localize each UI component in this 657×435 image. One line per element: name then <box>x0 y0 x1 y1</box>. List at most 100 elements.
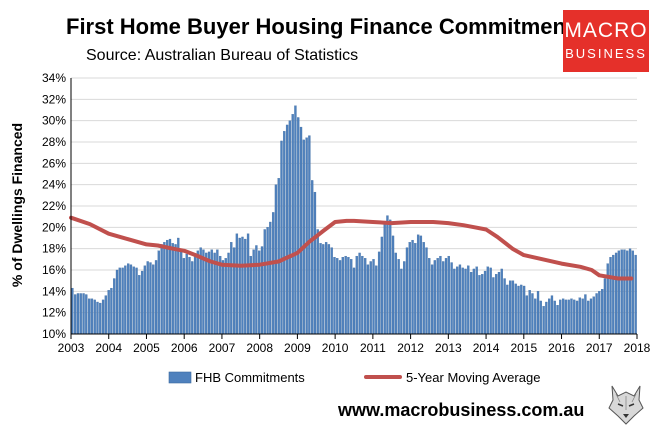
bar <box>584 294 587 335</box>
bar <box>564 299 568 335</box>
bar <box>428 258 431 335</box>
bar <box>99 302 102 335</box>
bar <box>244 238 247 335</box>
bar <box>495 274 498 335</box>
x-tick-label: 2010 <box>322 341 349 355</box>
bar <box>553 300 556 335</box>
bar <box>121 267 124 335</box>
bar <box>160 244 163 335</box>
bar <box>626 250 629 335</box>
bar <box>414 243 417 335</box>
bar <box>182 258 186 335</box>
bar <box>570 298 573 335</box>
bar <box>475 266 478 335</box>
legend-swatch-bars <box>168 371 192 384</box>
line-series-moving-average <box>69 215 634 281</box>
bar <box>486 266 489 335</box>
bar <box>171 243 174 335</box>
bar <box>302 139 305 335</box>
bar <box>280 140 283 335</box>
bar <box>238 237 241 335</box>
bar <box>536 291 540 335</box>
y-tick-label: 14% <box>42 284 66 298</box>
bar <box>283 131 286 335</box>
bar <box>271 212 275 335</box>
wolf-mascot-icon <box>608 385 644 425</box>
legend-label-moving-average: 5-Year Moving Average <box>406 370 540 385</box>
bar <box>82 293 85 335</box>
bar <box>430 264 434 335</box>
bar <box>199 247 202 335</box>
bar <box>177 237 180 335</box>
x-tick-label: 2008 <box>246 341 273 355</box>
bar <box>444 258 448 335</box>
bar <box>394 252 397 335</box>
bar <box>405 247 409 335</box>
bar <box>277 178 280 335</box>
y-tick-label: 22% <box>42 199 66 213</box>
bar <box>311 180 314 335</box>
legend-item-fhb: FHB Commitments <box>168 370 305 385</box>
x-tick-label: 2017 <box>586 341 613 355</box>
logo-line2: BUSINESS <box>565 46 647 61</box>
bar <box>483 270 487 335</box>
bar <box>631 250 634 335</box>
bar <box>433 260 437 335</box>
bar <box>595 293 598 335</box>
bar <box>107 290 110 335</box>
bar <box>313 191 317 335</box>
bar <box>383 221 386 335</box>
bar <box>478 275 481 335</box>
bar <box>416 234 420 335</box>
bar <box>260 246 264 335</box>
x-tick-label: 2011 <box>360 341 386 355</box>
bar <box>634 254 637 335</box>
bar <box>363 258 367 335</box>
x-tick-labels: 2003 2004 2005 2006 2007 2008 2009 2010 2011 2012… <box>58 341 651 355</box>
bar <box>464 268 467 335</box>
legend-label-fhb: FHB Commitments <box>195 370 305 385</box>
bar <box>118 267 121 335</box>
y-tick-label: 24% <box>42 178 66 192</box>
bar <box>308 135 311 335</box>
bar <box>330 247 333 335</box>
bar <box>517 285 520 335</box>
bar <box>436 258 439 335</box>
bar <box>534 298 537 335</box>
x-tick-label: 2018 <box>624 341 651 355</box>
bar <box>252 249 255 335</box>
y-tick-label: 16% <box>42 263 66 277</box>
bar <box>567 299 570 335</box>
bar <box>400 268 403 335</box>
bar <box>219 255 222 335</box>
bar <box>456 266 459 335</box>
bar <box>299 126 303 335</box>
bar <box>453 268 456 335</box>
y-tick-labels: 10% 12% 14% 16% 18% 20% 22% 24% 26% 28% 30% 32% 34% <box>42 71 66 341</box>
y-tick-label: 32% <box>42 92 66 106</box>
bar <box>600 289 604 335</box>
bar <box>110 287 113 335</box>
bar <box>469 271 473 335</box>
bar <box>79 293 82 335</box>
y-tick-label: 10% <box>42 327 66 341</box>
bar <box>269 221 272 335</box>
bar <box>377 251 381 335</box>
bar <box>575 300 579 335</box>
bar <box>235 233 239 335</box>
bar <box>458 264 462 335</box>
bar <box>266 227 269 335</box>
bar <box>140 270 144 335</box>
bar <box>520 284 523 335</box>
bar <box>193 255 197 335</box>
legend: FHB Commitments 5-Year Moving Average <box>168 370 540 385</box>
x-tick-label: 2005 <box>133 341 160 355</box>
bar <box>166 239 169 335</box>
bar <box>338 260 342 335</box>
bar <box>124 265 127 335</box>
bar <box>489 267 492 335</box>
bar <box>366 264 370 335</box>
bar <box>163 242 166 335</box>
chart-title: First Home Buyer Housing Finance Commitm… <box>66 14 586 39</box>
y-tick-label: 20% <box>42 220 66 234</box>
